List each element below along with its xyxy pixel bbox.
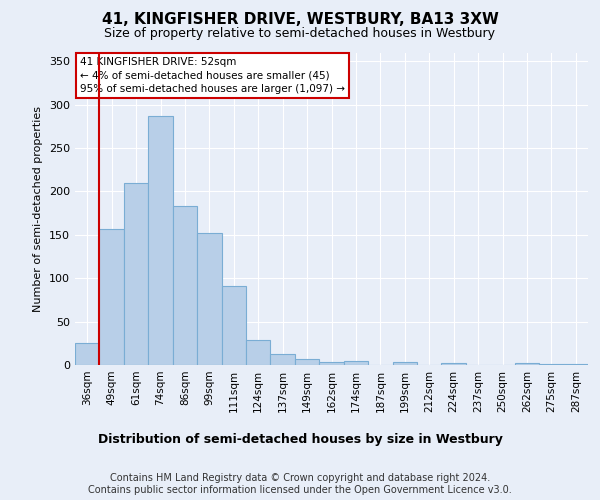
Bar xyxy=(100,228,124,365)
Bar xyxy=(221,286,246,365)
Bar xyxy=(392,362,417,365)
Bar xyxy=(75,344,100,365)
Bar xyxy=(197,233,221,365)
Bar xyxy=(295,359,319,365)
Text: 41 KINGFISHER DRIVE: 52sqm
← 4% of semi-detached houses are smaller (45)
95% of : 41 KINGFISHER DRIVE: 52sqm ← 4% of semi-… xyxy=(80,57,345,94)
Text: Distribution of semi-detached houses by size in Westbury: Distribution of semi-detached houses by … xyxy=(98,432,502,446)
Bar xyxy=(563,364,588,365)
Bar xyxy=(319,362,344,365)
Bar xyxy=(442,364,466,365)
Text: Size of property relative to semi-detached houses in Westbury: Size of property relative to semi-detach… xyxy=(104,28,496,40)
Bar xyxy=(515,364,539,365)
Bar xyxy=(173,206,197,365)
Bar xyxy=(344,360,368,365)
Text: Contains HM Land Registry data © Crown copyright and database right 2024.
Contai: Contains HM Land Registry data © Crown c… xyxy=(88,474,512,495)
Bar xyxy=(246,340,271,365)
Text: 41, KINGFISHER DRIVE, WESTBURY, BA13 3XW: 41, KINGFISHER DRIVE, WESTBURY, BA13 3XW xyxy=(101,12,499,28)
Bar xyxy=(539,364,563,365)
Bar xyxy=(148,116,173,365)
Bar xyxy=(124,182,148,365)
Y-axis label: Number of semi-detached properties: Number of semi-detached properties xyxy=(34,106,43,312)
Bar xyxy=(271,354,295,365)
